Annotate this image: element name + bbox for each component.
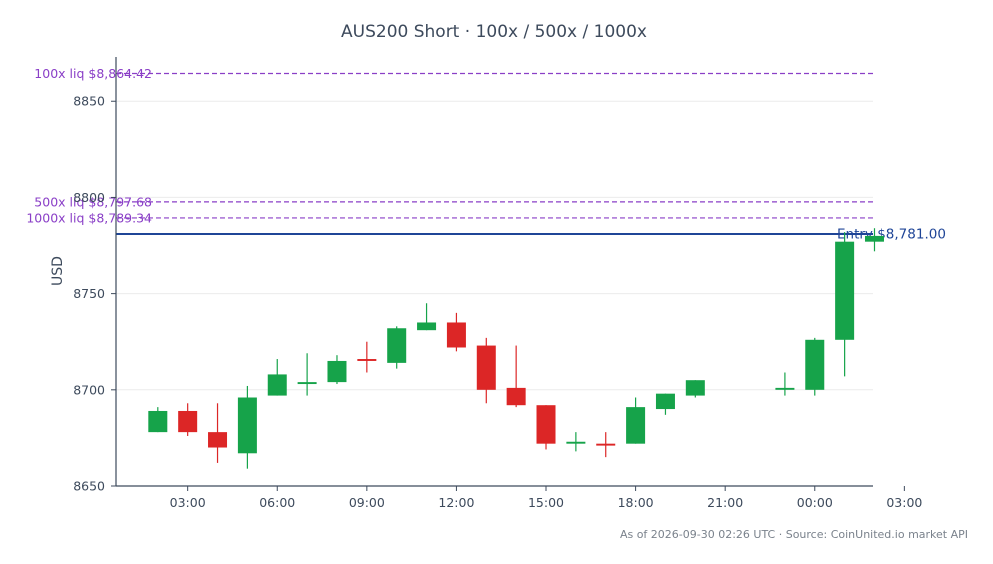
candle-body-up <box>864 235 884 242</box>
x-tick-label: 18:00 <box>618 495 654 510</box>
candle-body-up <box>297 382 317 385</box>
liquidation-label: 1000x liq $8,789.34 <box>26 210 152 225</box>
x-tick-label: 03:00 <box>170 495 206 510</box>
candle-body-down <box>208 432 228 448</box>
candle-body-down <box>446 322 466 348</box>
candle-body-down <box>536 405 556 444</box>
y-tick-label: 8700 <box>73 382 105 397</box>
candle-body-up <box>685 380 705 396</box>
price-levels: 100x liq $8,864.42 500x liq $8,797.681000… <box>26 66 946 242</box>
x-tick-label: 00:00 <box>797 495 833 510</box>
x-tick-label: 09:00 <box>349 495 385 510</box>
x-tick-label: 06:00 <box>259 495 295 510</box>
candle-body-down <box>596 443 616 446</box>
x-tick-label: 03:00 <box>886 495 922 510</box>
candle-body-up <box>417 322 437 331</box>
candle-body-down <box>178 410 198 433</box>
candle-body-up <box>775 387 795 390</box>
entry-label: Entry $8,781.00 <box>837 226 946 242</box>
candle-body-up <box>626 407 646 444</box>
axes: 8650 8700 8750 8800 8850 03:00 06:00 09:00 12:00… <box>73 57 922 510</box>
candle-body-up <box>835 241 855 340</box>
candle-body-down <box>506 387 526 406</box>
candles <box>148 228 884 469</box>
x-tick-label: 15:00 <box>528 495 564 510</box>
y-tick-label: 8750 <box>73 286 105 301</box>
candle-body-up <box>655 393 675 410</box>
candle-body-up <box>566 441 586 444</box>
x-tick-label: 12:00 <box>438 495 474 510</box>
grid <box>116 100 873 487</box>
candle-body-up <box>237 397 257 454</box>
x-tick-label: 21:00 <box>707 495 743 510</box>
candle-body-up <box>267 374 287 396</box>
candle-body-up <box>327 360 347 383</box>
candle-body-down <box>357 359 377 361</box>
footer-source: As of 2026-09-30 02:26 UTC · Source: Coi… <box>620 528 968 541</box>
candle-body-up <box>805 339 825 390</box>
y-tick-label: 8850 <box>73 94 105 109</box>
liquidation-label: 100x liq $8,864.42 <box>34 66 152 81</box>
chart-title: AUS200 Short · 100x / 500x / 1000x <box>341 22 647 42</box>
candle-body-up <box>387 328 407 363</box>
candle-body-down <box>476 345 496 390</box>
y-tick-label: 8650 <box>73 479 105 494</box>
liquidation-label: 500x liq $8,797.68 <box>34 194 152 209</box>
candle-body-up <box>148 410 168 433</box>
y-axis-label: USD <box>50 256 66 286</box>
y-tick-label: 8800 <box>73 190 105 205</box>
